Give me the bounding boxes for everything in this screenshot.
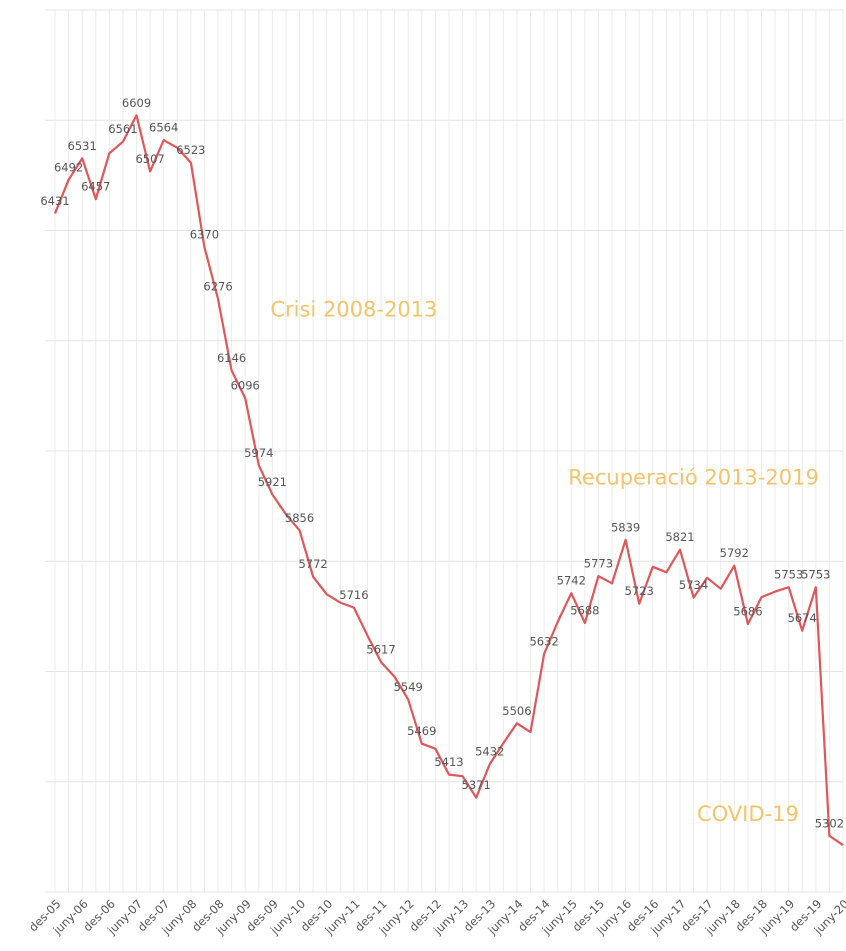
data-label: 6146 bbox=[217, 351, 246, 365]
data-label: 5753 bbox=[801, 568, 830, 582]
data-label: 6096 bbox=[231, 379, 260, 393]
data-label: 6431 bbox=[40, 194, 69, 208]
data-label: 5632 bbox=[529, 634, 558, 648]
data-label: 5506 bbox=[502, 704, 531, 718]
annotation: COVID-19 bbox=[697, 802, 799, 826]
data-label: 5716 bbox=[339, 588, 368, 602]
annotation: Recuperació 2013-2019 bbox=[568, 466, 819, 490]
data-label: 5688 bbox=[570, 603, 599, 617]
data-label: 5742 bbox=[557, 574, 586, 588]
data-label: 6523 bbox=[176, 143, 205, 157]
data-label: 6561 bbox=[108, 122, 137, 136]
data-label: 6370 bbox=[190, 228, 219, 242]
data-label: 6507 bbox=[135, 152, 164, 166]
data-label: 5856 bbox=[285, 511, 314, 525]
data-label: 6492 bbox=[54, 160, 83, 174]
data-label: 5686 bbox=[733, 605, 762, 619]
data-label: 5792 bbox=[720, 546, 749, 560]
data-label: 6276 bbox=[203, 279, 232, 293]
data-label: 6564 bbox=[149, 121, 178, 135]
data-label: 5432 bbox=[475, 745, 504, 759]
data-label: 5821 bbox=[665, 530, 694, 544]
data-label: 5921 bbox=[258, 475, 287, 489]
data-label: 5974 bbox=[244, 446, 273, 460]
data-label: 5753 bbox=[774, 568, 803, 582]
data-label: 6609 bbox=[122, 96, 151, 110]
data-label: 5839 bbox=[611, 520, 640, 534]
data-label: 5674 bbox=[788, 611, 817, 625]
data-label: 5723 bbox=[625, 584, 654, 598]
data-label: 5773 bbox=[584, 557, 613, 571]
data-label: 5549 bbox=[394, 680, 423, 694]
data-label: 5617 bbox=[366, 643, 395, 657]
annotation: Crisi 2008-2013 bbox=[270, 297, 437, 321]
data-line bbox=[53, 114, 844, 847]
data-label: 5734 bbox=[679, 578, 708, 592]
data-label: 5413 bbox=[434, 755, 463, 769]
data-label: 5772 bbox=[298, 557, 327, 571]
data-label: 5302 bbox=[815, 816, 844, 830]
data-label: 6457 bbox=[81, 180, 110, 194]
data-label: 5469 bbox=[407, 724, 436, 738]
data-label: 5371 bbox=[462, 778, 491, 792]
data-label: 6531 bbox=[68, 139, 97, 153]
